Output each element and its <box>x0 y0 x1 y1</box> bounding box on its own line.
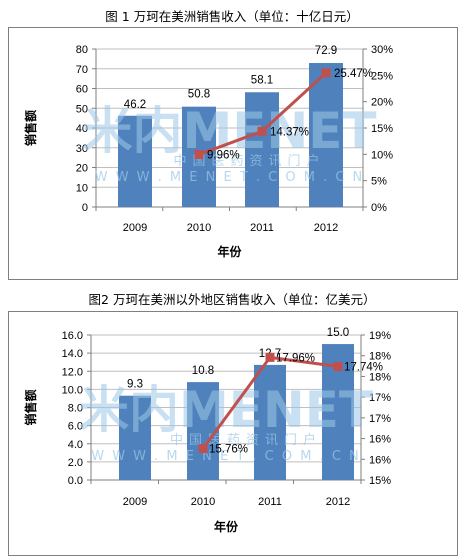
y2-tick-label: 15% <box>371 123 393 135</box>
chart-2-panel: 0.0 2.0 4.0 6.0 8.0 10.0 12.0 14.0 16.0 15% 16% 16%… <box>8 311 458 556</box>
growth-label: 17.96% <box>276 352 315 364</box>
y2-tick-label: 17% <box>369 392 391 404</box>
growth-point-2010 <box>194 150 204 160</box>
growth-point-2012 <box>321 68 331 78</box>
x-tick-label: 2012 <box>326 496 350 508</box>
y-tick-label: 70 <box>76 64 88 76</box>
growth-point-2012 <box>333 361 343 371</box>
growth-label: 14.37% <box>270 126 309 138</box>
y2-tick-label: 18% <box>369 351 391 363</box>
y-tick-label: 10.0 <box>62 384 83 396</box>
y2-tick-label: 0% <box>371 202 387 214</box>
x-tick-label: 2009 <box>123 496 147 508</box>
y-tick-label: 16.0 <box>62 330 83 342</box>
y-tick-label: 60 <box>76 84 88 96</box>
chart-2-title: 图2 万珂在美洲以外地区销售收入（单位：亿美元） <box>88 292 376 307</box>
y-tick-label: 2.0 <box>68 457 83 469</box>
y2-tick-label: 19% <box>369 330 391 342</box>
y2-tick-label: 15% <box>369 475 391 487</box>
growth-label: 17.74% <box>344 361 383 373</box>
growth-point-2010 <box>198 444 208 454</box>
y-tick-label: 4.0 <box>68 439 83 451</box>
y-tick-label: 8.0 <box>68 403 83 415</box>
watermark-logo: 米内MENET <box>79 381 373 439</box>
bar-value-label: 10.8 <box>192 365 214 377</box>
bar-value-label: 72.9 <box>315 45 337 57</box>
growth-label: 25.47% <box>334 68 373 80</box>
x-tick-label: 2009 <box>123 222 147 234</box>
y-tick-label: 20 <box>76 163 88 175</box>
bar-value-label: 46.2 <box>124 99 146 111</box>
chart-1-panel: 0 10 20 30 40 50 60 70 80 0% 5% 10% 15% 20% 25% 30% 米内ME… <box>8 27 458 280</box>
watermark-domain: W W W . M E N E T . C O M . C N <box>95 170 365 185</box>
growth-label: 9.96% <box>207 150 240 162</box>
x-tick-label: 2010 <box>187 222 211 234</box>
chart-1-title: 图 1 万珂在美洲销售收入（单位：十亿日元） <box>105 9 359 24</box>
growth-label: 15.76% <box>209 444 248 456</box>
bar-2009 <box>118 115 152 207</box>
x-axis-title: 年份 <box>217 244 242 259</box>
y-tick-label: 30 <box>76 143 88 155</box>
bar-2012 <box>309 63 343 208</box>
y-tick-label: 50 <box>76 103 88 115</box>
y2-tick-label: 30% <box>371 44 393 56</box>
y2-tick-label: 16% <box>369 434 391 446</box>
x-tick-label: 2010 <box>191 496 215 508</box>
y-tick-label: 6.0 <box>68 421 83 433</box>
watermark-tagline: 中国医药资讯门户 <box>173 153 325 169</box>
y2-tick-label: 17% <box>369 413 391 425</box>
y-tick-label: 40 <box>76 123 88 135</box>
growth-point-2011 <box>257 126 267 136</box>
y2-tick-label: 5% <box>371 176 387 188</box>
watermark-domain: W W W . M E N E T . C O M . C N <box>91 449 361 464</box>
x-tick-label: 2012 <box>314 222 338 234</box>
growth-point-2011 <box>265 352 275 362</box>
y-axis-title: 销售额 <box>23 389 38 425</box>
y2-tick-label: 16% <box>369 454 391 466</box>
x-tick-label: 2011 <box>258 496 282 508</box>
bar-2010 <box>187 382 219 480</box>
bar-value-label: 15.0 <box>327 327 349 339</box>
chart-2-svg: 0.0 2.0 4.0 6.0 8.0 10.0 12.0 14.0 16.0 15% 16% 16%… <box>23 327 391 534</box>
y-tick-label: 0.0 <box>68 475 83 487</box>
bar-2011 <box>245 92 279 207</box>
y2-tick-label: 20% <box>371 97 393 109</box>
y2-tick-label: 10% <box>371 149 393 161</box>
watermark-logo: 米内MENET <box>82 102 376 160</box>
y-tick-label: 14.0 <box>62 348 83 360</box>
bar-value-label: 9.3 <box>127 379 143 391</box>
y-tick-label: 80 <box>76 44 88 56</box>
y-tick-label: 0 <box>82 202 88 214</box>
y2-tick-label: 25% <box>371 70 393 82</box>
y2-tick-label: 18% <box>369 371 391 383</box>
x-tick-label: 2011 <box>250 222 274 234</box>
x-axis-title: 年份 <box>214 519 239 534</box>
bar-2011 <box>254 364 286 480</box>
bar-2009 <box>119 395 151 480</box>
bar-value-label: 58.1 <box>251 74 273 86</box>
chart-1-svg: 0 10 20 30 40 50 60 70 80 0% 5% 10% 15% 20% 25% 30% 米内ME… <box>23 44 393 259</box>
y-tick-label: 10 <box>76 182 88 194</box>
y-tick-label: 12.0 <box>62 366 83 378</box>
y-axis-title: 销售额 <box>23 110 38 146</box>
bar-value-label: 50.8 <box>188 89 210 101</box>
